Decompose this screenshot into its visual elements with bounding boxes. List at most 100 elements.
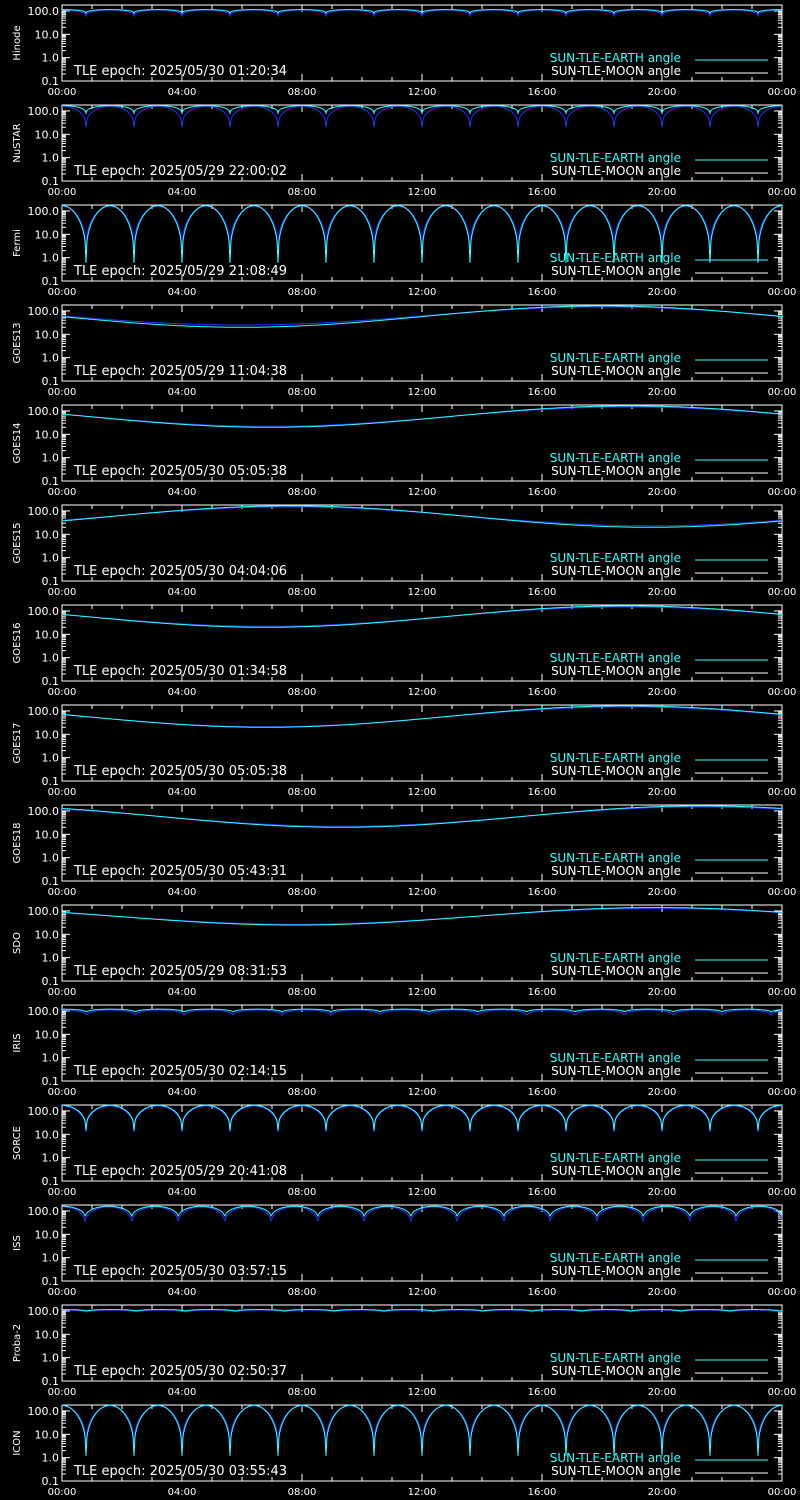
x-tick-label: 04:00 bbox=[168, 687, 197, 698]
x-tick-label: 00:00 bbox=[768, 1187, 797, 1198]
x-tick-label: 00:00 bbox=[48, 187, 77, 198]
series-sun-moon-line bbox=[62, 1009, 783, 1017]
y-tick-label: 1.0 bbox=[42, 1352, 60, 1365]
satellite-name: GOES16 bbox=[12, 622, 23, 663]
y-tick-label: 0.1 bbox=[42, 1175, 60, 1188]
y-tick-label: 10.0 bbox=[35, 228, 60, 241]
series-sun-moon-line bbox=[62, 1405, 782, 1449]
x-tick-label: 12:00 bbox=[408, 1287, 437, 1298]
y-tick-label: 10.0 bbox=[35, 528, 60, 541]
y-tick-label: 1.0 bbox=[42, 1152, 60, 1165]
y-tick-label: 1.0 bbox=[42, 252, 60, 265]
y-tick-label: 1.0 bbox=[42, 952, 60, 965]
x-tick-label: 12:00 bbox=[408, 87, 437, 98]
x-tick-label: 00:00 bbox=[48, 1487, 77, 1498]
x-tick-label: 20:00 bbox=[648, 387, 677, 398]
legend-sun-earth-label: SUN-TLE-EARTH angle bbox=[550, 451, 681, 465]
x-tick-label: 00:00 bbox=[768, 787, 797, 798]
tle-epoch-label: TLE epoch: 2025/05/29 20:41:08 bbox=[73, 1164, 287, 1179]
satellite-name: Proba-2 bbox=[12, 1324, 23, 1362]
x-tick-label: 16:00 bbox=[528, 887, 557, 898]
y-tick-label: 100.0 bbox=[28, 805, 60, 818]
x-tick-label: 04:00 bbox=[168, 587, 197, 598]
legend-sun-moon-label: SUN-TLE-MOON angle bbox=[551, 1064, 681, 1078]
y-tick-label: 0.1 bbox=[42, 675, 60, 688]
legend-sun-earth-label: SUN-TLE-EARTH angle bbox=[550, 1151, 681, 1165]
legend-sun-moon-label: SUN-TLE-MOON angle bbox=[551, 764, 681, 778]
tle-epoch-label: TLE epoch: 2025/05/30 02:14:15 bbox=[73, 1064, 287, 1079]
legend-sun-earth-label: SUN-TLE-EARTH angle bbox=[550, 51, 681, 65]
y-tick-label: 0.1 bbox=[42, 975, 60, 988]
y-tick-label: 0.1 bbox=[42, 1475, 60, 1488]
x-tick-label: 08:00 bbox=[288, 1287, 317, 1298]
x-tick-label: 12:00 bbox=[408, 1387, 437, 1398]
x-tick-label: 00:00 bbox=[768, 887, 797, 898]
x-tick-label: 08:00 bbox=[288, 687, 317, 698]
satellite-name: ISS bbox=[12, 1235, 23, 1251]
x-tick-label: 04:00 bbox=[168, 1287, 197, 1298]
y-tick-label: 100.0 bbox=[28, 305, 60, 318]
y-tick-label: 0.1 bbox=[42, 1075, 60, 1088]
x-tick-label: 12:00 bbox=[408, 287, 437, 298]
y-tick-label: 100.0 bbox=[28, 405, 60, 418]
x-tick-label: 08:00 bbox=[288, 387, 317, 398]
x-tick-label: 00:00 bbox=[48, 487, 77, 498]
x-tick-label: 04:00 bbox=[168, 987, 197, 998]
x-tick-label: 00:00 bbox=[48, 387, 77, 398]
x-tick-label: 20:00 bbox=[648, 687, 677, 698]
x-tick-label: 00:00 bbox=[48, 1387, 77, 1398]
x-tick-label: 00:00 bbox=[48, 1287, 77, 1298]
y-tick-label: 1.0 bbox=[42, 1252, 60, 1265]
x-tick-label: 00:00 bbox=[768, 587, 797, 598]
y-tick-label: 100.0 bbox=[28, 1405, 60, 1418]
legend-sun-earth-label: SUN-TLE-EARTH angle bbox=[550, 851, 681, 865]
x-tick-label: 08:00 bbox=[288, 887, 317, 898]
x-tick-label: 12:00 bbox=[408, 387, 437, 398]
tle-epoch-label: TLE epoch: 2025/05/29 08:31:53 bbox=[73, 964, 287, 979]
x-tick-label: 00:00 bbox=[768, 387, 797, 398]
x-tick-label: 00:00 bbox=[48, 1087, 77, 1098]
series-sun-earth-line bbox=[62, 1205, 783, 1218]
legend-sun-earth-label: SUN-TLE-EARTH angle bbox=[550, 551, 681, 565]
series-sun-earth-line bbox=[62, 1104, 782, 1131]
x-tick-label: 12:00 bbox=[408, 1187, 437, 1198]
y-tick-label: 1.0 bbox=[42, 1052, 60, 1065]
legend-sun-moon-label: SUN-TLE-MOON angle bbox=[551, 864, 681, 878]
panel-goes16: 100.010.01.00.100:00 04:00 08:00 12:00 16:00… bbox=[12, 604, 796, 698]
y-tick-label: 100.0 bbox=[28, 1005, 60, 1018]
x-tick-label: 20:00 bbox=[648, 887, 677, 898]
y-tick-label: 10.0 bbox=[35, 828, 60, 841]
x-tick-label: 08:00 bbox=[288, 1487, 317, 1498]
series-sun-moon-line bbox=[62, 205, 782, 254]
x-tick-label: 00:00 bbox=[768, 187, 797, 198]
series-sun-moon-line bbox=[62, 1105, 782, 1133]
x-tick-label: 20:00 bbox=[648, 187, 677, 198]
tle-epoch-label: TLE epoch: 2025/05/30 05:43:31 bbox=[73, 864, 287, 879]
x-tick-label: 00:00 bbox=[48, 587, 77, 598]
x-tick-label: 12:00 bbox=[408, 787, 437, 798]
x-tick-label: 00:00 bbox=[768, 287, 797, 298]
y-tick-label: 1.0 bbox=[42, 52, 60, 65]
series-sun-earth-line bbox=[61, 805, 782, 828]
legend-sun-moon-label: SUN-TLE-MOON angle bbox=[551, 164, 681, 178]
y-tick-label: 1.0 bbox=[42, 152, 60, 165]
x-tick-label: 00:00 bbox=[768, 87, 797, 98]
x-tick-label: 12:00 bbox=[408, 687, 437, 698]
y-tick-label: 0.1 bbox=[42, 1375, 60, 1388]
series-sun-earth-line bbox=[61, 305, 783, 328]
satellite-name: GOES14 bbox=[12, 422, 23, 463]
x-tick-label: 16:00 bbox=[528, 1387, 557, 1398]
y-tick-label: 0.1 bbox=[42, 575, 60, 588]
x-tick-label: 20:00 bbox=[648, 87, 677, 98]
x-tick-label: 04:00 bbox=[168, 87, 197, 98]
y-tick-label: 100.0 bbox=[28, 1205, 60, 1218]
x-tick-label: 16:00 bbox=[528, 287, 557, 298]
legend-sun-earth-label: SUN-TLE-EARTH angle bbox=[550, 151, 681, 165]
y-tick-label: 0.1 bbox=[42, 275, 60, 288]
x-tick-label: 12:00 bbox=[408, 887, 437, 898]
satellite-name: GOES17 bbox=[12, 722, 23, 763]
legend-sun-moon-label: SUN-TLE-MOON angle bbox=[551, 464, 681, 478]
x-tick-label: 00:00 bbox=[768, 987, 797, 998]
